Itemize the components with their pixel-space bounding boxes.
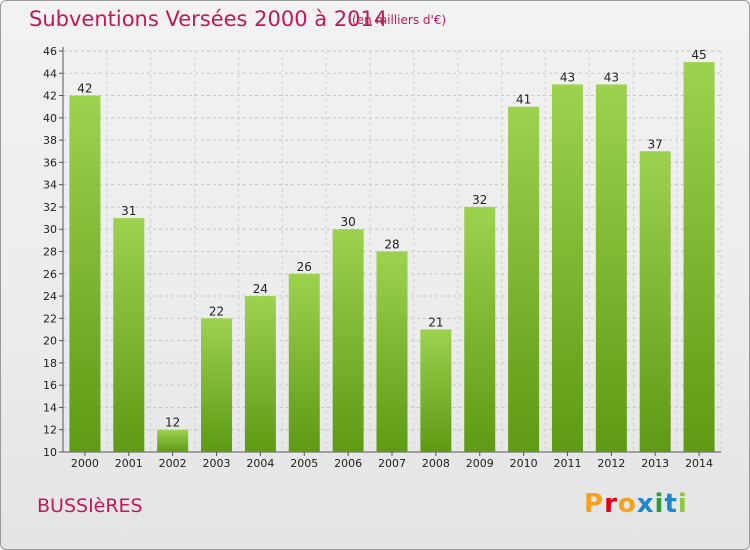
bar-value-label: 32 [472,193,487,207]
logo-letter: x [636,489,655,519]
x-tick-label: 2010 [510,457,538,470]
bar-value-label: 45 [691,48,706,62]
logo-letter: r [604,489,618,519]
x-tick-label: 2002 [159,457,187,470]
bar-value-label: 12 [165,416,180,430]
logo-letter: i [677,489,688,519]
bar [639,151,671,452]
bar-value-label: 30 [340,215,355,229]
tick-labels: 10 12 14 16 18 20 22 24 26 28 30 32 34 36 38 40 42 44 46 20… [43,45,713,470]
bar [244,296,276,452]
y-tick-label: 28 [43,246,57,259]
logo-letter: t [664,489,678,519]
y-tick-label: 12 [43,424,57,437]
logo-letter: o [617,489,637,519]
bar-value-label: 24 [253,282,268,296]
x-tick-label: 2013 [641,457,669,470]
bar-value-label: 41 [516,93,531,107]
bar [420,329,452,452]
bar [201,318,233,452]
y-tick-label: 14 [43,401,57,414]
logo-letter: P [584,489,605,519]
bar-value-label: 43 [604,70,619,84]
x-tick-label: 2011 [553,457,581,470]
y-tick-label: 36 [43,156,57,169]
bar-value-label: 22 [209,304,224,318]
proxiti-logo: Proxiti [584,489,688,519]
bar [157,429,189,452]
y-tick-label: 24 [43,290,57,303]
chart-subtitle: (en milliers d'€) [352,13,447,27]
x-tick-label: 2012 [597,457,625,470]
x-tick-label: 2006 [334,457,362,470]
x-tick-label: 2001 [115,457,143,470]
bar [332,229,364,452]
y-tick-label: 42 [43,90,57,103]
commune-name: BUSSIèRES [37,495,143,517]
bar [69,95,101,453]
bar-value-label: 42 [77,82,92,96]
y-tick-label: 16 [43,379,57,392]
x-tick-label: 2007 [378,457,406,470]
bar [551,84,583,453]
x-tick-label: 2009 [466,457,494,470]
y-tick-label: 10 [43,446,57,459]
y-tick-label: 40 [43,112,57,125]
y-tick-label: 22 [43,312,57,325]
x-tick-label: 2014 [685,457,713,470]
bar-value-label: 37 [648,137,663,151]
x-tick-label: 2008 [422,457,450,470]
bar [595,84,627,453]
x-tick-label: 2005 [290,457,318,470]
bar [683,62,715,453]
x-tick-label: 2004 [246,457,274,470]
y-tick-label: 38 [43,134,57,147]
bar-value-label: 28 [384,238,399,252]
bar-value-label: 26 [297,260,312,274]
x-tick-label: 2003 [203,457,231,470]
y-tick-label: 30 [43,223,57,236]
value-labels: 42 31 12 22 24 26 30 28 21 32 41 43 43 37 45 [77,48,706,430]
y-tick-label: 32 [43,201,57,214]
y-tick-label: 44 [43,67,57,80]
y-tick-label: 18 [43,357,57,370]
bar [113,218,145,452]
bar-value-label: 21 [428,315,443,329]
bar [376,251,408,452]
y-tick-label: 26 [43,268,57,281]
y-tick-label: 34 [43,179,57,192]
y-tick-label: 20 [43,335,57,348]
bar [288,273,320,452]
bar [464,206,496,452]
bar-value-label: 43 [560,70,575,84]
logo-letter: i [654,489,665,519]
bar [508,106,540,452]
x-tick-label: 2000 [71,457,99,470]
bar-value-label: 31 [121,204,136,218]
chart-title: Subventions Versées 2000 à 2014 [29,7,388,31]
bars [69,62,715,453]
y-tick-label: 46 [43,45,57,58]
